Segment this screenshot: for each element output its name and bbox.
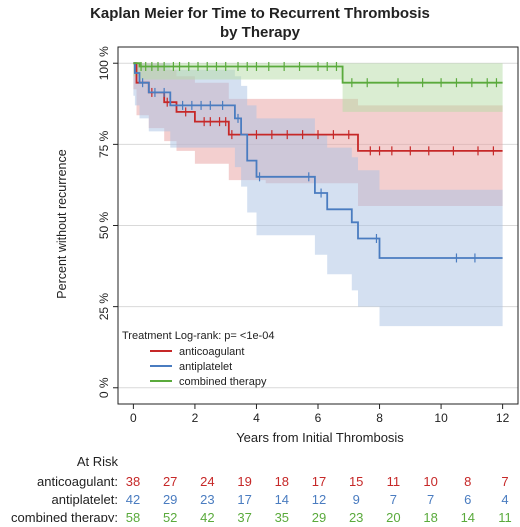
- y-tick-label: 50 %: [97, 211, 111, 239]
- at-risk-count: 35: [275, 510, 289, 522]
- survival-curve: [133, 62, 503, 259]
- y-axis-label: Percent without recurrence: [55, 149, 69, 298]
- at-risk-count: 38: [126, 474, 140, 489]
- at-risk-count: 15: [349, 474, 363, 489]
- legend: Treatment Log-rank: p= <1e-04 anticoagula…: [122, 330, 274, 388]
- at-risk-count: 12: [312, 492, 326, 507]
- at-risk-count: 24: [200, 474, 214, 489]
- at-risk-count: 10: [423, 474, 437, 489]
- x-tick-label: 0: [130, 411, 137, 425]
- at-risk-count: 8: [464, 474, 471, 489]
- x-tick-label: 12: [496, 411, 510, 425]
- at-risk-count: 4: [501, 492, 508, 507]
- at-risk-count: 14: [275, 492, 289, 507]
- x-tick-label: 2: [192, 411, 199, 425]
- at-risk-count: 17: [237, 492, 251, 507]
- at-risk-count: 29: [163, 492, 177, 507]
- y-tick-label: 75 %: [97, 130, 111, 158]
- at-risk-count: 23: [200, 492, 214, 507]
- legend-entry: combined therapy: [179, 376, 267, 388]
- at-risk-count: 27: [163, 474, 177, 489]
- at-risk-count: 14: [461, 510, 475, 522]
- at-risk-row-label: combined therapy:: [11, 510, 118, 522]
- at-risk-count: 42: [126, 492, 140, 507]
- at-risk-count: 11: [387, 474, 401, 489]
- chart-subtitle: by Therapy: [220, 24, 301, 41]
- legend-entry: anticoagulant: [179, 346, 244, 358]
- at-risk-title: At Risk: [77, 454, 119, 469]
- at-risk-count: 9: [353, 492, 360, 507]
- at-risk-count: 37: [237, 510, 251, 522]
- at-risk-count: 6: [464, 492, 471, 507]
- at-risk-count: 52: [163, 510, 177, 522]
- y-tick-label: 0 %: [97, 377, 111, 398]
- confidence-band: [133, 63, 503, 112]
- at-risk-count: 7: [501, 474, 508, 489]
- survival-curve: [133, 62, 503, 84]
- chart-title: Kaplan Meier for Time to Recurrent Throm…: [90, 5, 430, 22]
- y-tick-label: 25 %: [97, 293, 111, 321]
- at-risk-count: 19: [237, 474, 251, 489]
- at-risk-count: 18: [275, 474, 289, 489]
- at-risk-count: 17: [312, 474, 326, 489]
- x-axis-label: Years from Initial Thrombosis: [236, 430, 404, 445]
- confidence-band: [133, 63, 503, 327]
- x-tick-label: 10: [434, 411, 448, 425]
- at-risk-count: 7: [390, 492, 397, 507]
- at-risk-count: 7: [427, 492, 434, 507]
- at-risk-count: 11: [498, 510, 512, 522]
- at-risk-row-label: antiplatelet:: [52, 492, 119, 507]
- at-risk-count: 23: [349, 510, 363, 522]
- at-risk-count: 20: [386, 510, 400, 522]
- at-risk-table: At Risk anticoagulant: 38 27 24 19 18 17 15 11 10 8…: [11, 454, 512, 525]
- at-risk-count: 42: [200, 510, 214, 522]
- legend-title: Treatment Log-rank: p= <1e-04: [122, 330, 274, 342]
- legend-entry: antiplatelet: [179, 361, 232, 373]
- at-risk-count: 58: [126, 510, 140, 522]
- y-tick-label: 100 %: [97, 46, 111, 80]
- x-tick-label: 8: [376, 411, 383, 425]
- x-tick-label: 6: [315, 411, 322, 425]
- at-risk-row-label: anticoagulant:: [37, 474, 118, 489]
- x-tick-label: 4: [253, 411, 260, 425]
- at-risk-count: 29: [312, 510, 326, 522]
- at-risk-count: 18: [423, 510, 437, 522]
- plot-area: 0 2 4 6 8 10 12 0 % 25 % 50 % 75 % 100 %: [97, 46, 519, 425]
